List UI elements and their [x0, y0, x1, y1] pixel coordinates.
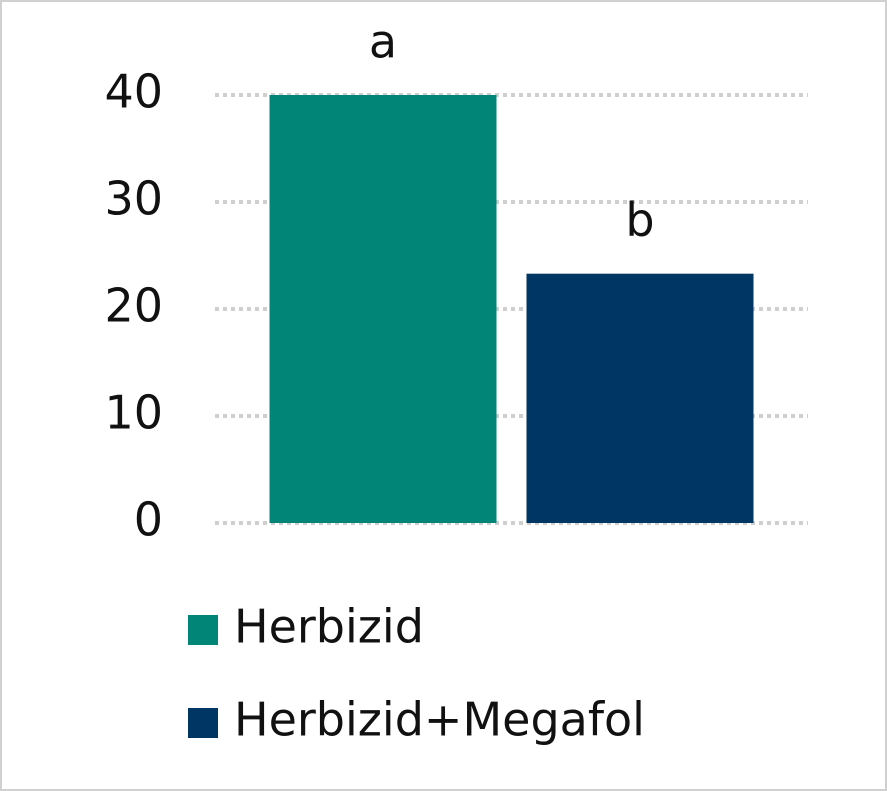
y-tick-label: 20	[104, 279, 163, 333]
y-tick-label: 40	[104, 65, 163, 119]
bar	[269, 95, 497, 523]
legend-label: Herbizid+Megafol	[234, 693, 645, 747]
annotation: b	[625, 193, 654, 247]
bar	[526, 273, 754, 523]
legend-swatch	[188, 708, 218, 738]
annotation: a	[369, 15, 397, 69]
legend-label: Herbizid	[234, 600, 424, 654]
y-tick-label: 10	[104, 386, 163, 440]
y-tick-label: 0	[134, 493, 163, 547]
y-tick-label: 30	[104, 172, 163, 226]
legend-swatch	[188, 615, 218, 645]
